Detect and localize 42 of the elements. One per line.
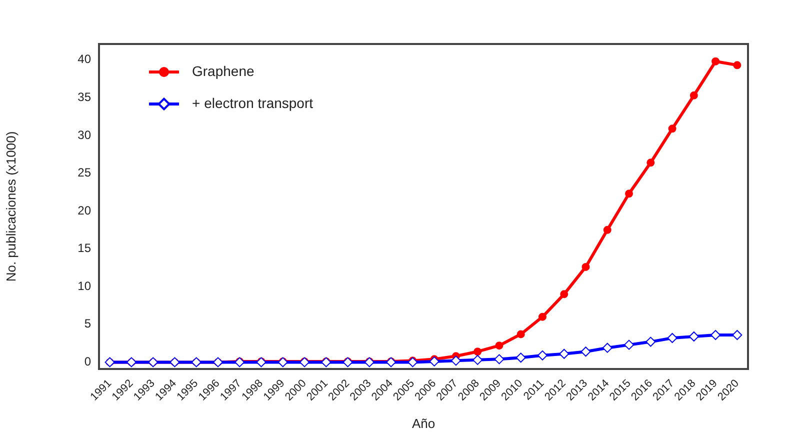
- y-tick-label: 0: [84, 354, 92, 369]
- point: [688, 332, 699, 342]
- y-tick-label: 10: [78, 278, 92, 293]
- point: [732, 330, 742, 340]
- point: [474, 348, 482, 356]
- point: [559, 348, 570, 359]
- y-tick-label: 5: [84, 316, 92, 331]
- point: [450, 356, 461, 366]
- point: [516, 352, 526, 363]
- point: [516, 330, 525, 338]
- y-tick-label: 25: [78, 166, 92, 180]
- point: [429, 356, 440, 366]
- point: [668, 124, 676, 133]
- point: [710, 330, 721, 340]
- point: [472, 354, 483, 365]
- point: [408, 357, 418, 368]
- point: [646, 336, 656, 347]
- y-tick-label: 40: [78, 52, 92, 66]
- point: [495, 342, 504, 350]
- point: [560, 290, 568, 298]
- point: [624, 340, 634, 350]
- point: [603, 226, 612, 234]
- x-axis-title: Año: [412, 416, 436, 431]
- y-tick-label: 15: [78, 241, 92, 256]
- y-tick-label: 20: [78, 203, 92, 218]
- y-tick-label: 30: [78, 128, 92, 142]
- point: [582, 262, 590, 271]
- point: [602, 342, 612, 353]
- legend-label: + electron transport: [192, 94, 314, 111]
- y-axis-title: No. publicaciones (x1000): [3, 131, 18, 282]
- point: [625, 190, 634, 198]
- y-tick-label: 35: [78, 90, 92, 104]
- point: [538, 312, 546, 321]
- point: [667, 333, 678, 344]
- point: [537, 350, 548, 360]
- point: [646, 158, 655, 167]
- legend-label: Graphene: [192, 62, 254, 79]
- point: [580, 346, 591, 357]
- point: [690, 91, 698, 100]
- point: [494, 354, 504, 364]
- point: [733, 61, 742, 70]
- point: [712, 57, 720, 66]
